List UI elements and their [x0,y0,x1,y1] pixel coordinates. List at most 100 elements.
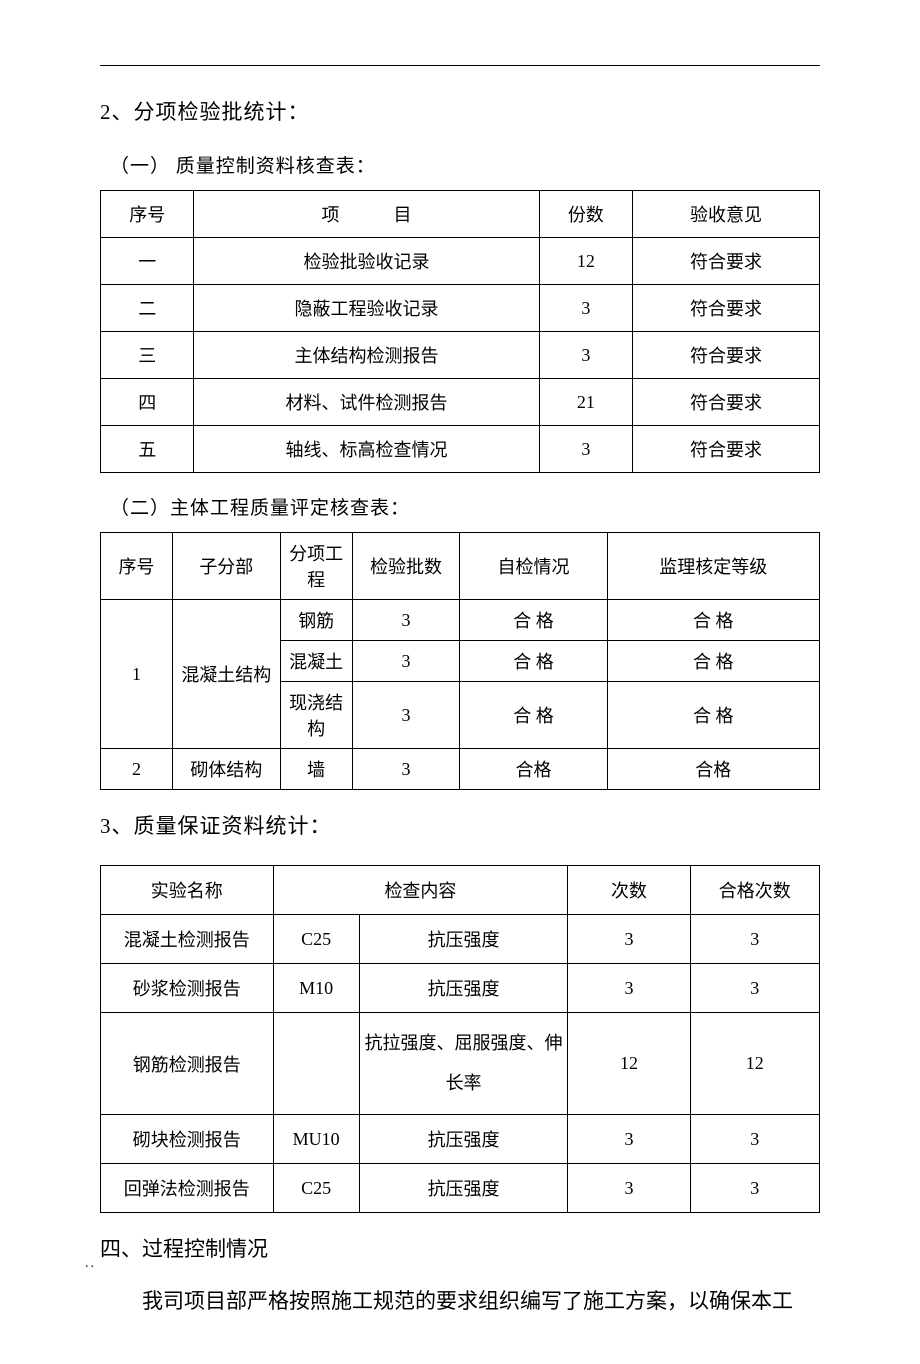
cell: 砂浆检测报告 [101,964,274,1013]
cell: 符合要求 [633,426,820,473]
cell-sub: 砌体结构 [172,749,280,790]
cell: 符合要求 [633,285,820,332]
cell: 三 [101,332,194,379]
cell: M10 [273,964,359,1013]
cell: MU10 [273,1115,359,1164]
cell: 3 [568,1164,690,1213]
table-row: 混凝土检测报告 C25 抗压强度 3 3 [101,915,820,964]
cell: 12 [690,1013,819,1115]
header-seq: 序号 [101,533,173,600]
cell: 符合要求 [633,379,820,426]
header-pass: 合格次数 [690,866,819,915]
table-row: 五 轴线、标高检查情况 3 符合要求 [101,426,820,473]
cell: 一 [101,238,194,285]
header-sub: 子分部 [172,533,280,600]
cell: 3 [352,749,460,790]
cell: 合 格 [460,682,607,749]
cell: C25 [273,915,359,964]
cell: 主体结构检测报告 [194,332,539,379]
cell: C25 [273,1164,359,1213]
table-header-row: 序号 子分部 分项工程 检验批数 自检情况 监理核定等级 [101,533,820,600]
subsection-2-heading: （二）主体工程质量评定核查表： [110,493,820,520]
table-row: 二 隐蔽工程验收记录 3 符合要求 [101,285,820,332]
table-header-row: 序号 项 目 份数 验收意见 [101,191,820,238]
cell: 二 [101,285,194,332]
cell: 3 [690,915,819,964]
table-row: 回弹法检测报告 C25 抗压强度 3 3 [101,1164,820,1213]
cell-seq: 2 [101,749,173,790]
cell: 隐蔽工程验收记录 [194,285,539,332]
body-paragraph: 我司项目部严格按照施工规范的要求组织编写了施工方案，以确保本工 [100,1278,820,1324]
cell: 合 格 [607,682,819,749]
header-count: 份数 [539,191,632,238]
cell: 3 [352,641,460,682]
cell: 3 [568,964,690,1013]
cell: 抗压强度 [359,1115,568,1164]
cell: 合 格 [460,641,607,682]
quality-assessment-table: 序号 子分部 分项工程 检验批数 自检情况 监理核定等级 1 混凝土结构 钢筋 … [100,532,820,790]
cell: 砌块检测报告 [101,1115,274,1164]
cell: 符合要求 [633,332,820,379]
table-row: 砂浆检测报告 M10 抗压强度 3 3 [101,964,820,1013]
cell: 3 [690,1115,819,1164]
cell: 四 [101,379,194,426]
header-supervisor: 监理核定等级 [607,533,819,600]
cell: 3 [352,682,460,749]
cell: 回弹法检测报告 [101,1164,274,1213]
cell: 轴线、标高检查情况 [194,426,539,473]
cell: 抗压强度 [359,915,568,964]
table-row: 砌块检测报告 MU10 抗压强度 3 3 [101,1115,820,1164]
cell: 合 格 [460,600,607,641]
table-row: 四 材料、试件检测报告 21 符合要求 [101,379,820,426]
cell: 抗压强度 [359,1164,568,1213]
cell: 3 [539,332,632,379]
cell: 合格 [460,749,607,790]
quality-assurance-table: 实验名称 检查内容 次数 合格次数 混凝土检测报告 C25 抗压强度 3 3 砂… [100,865,820,1213]
cell: 合格 [607,749,819,790]
quality-control-table: 序号 项 目 份数 验收意见 一 检验批验收记录 12 符合要求 二 隐蔽工程验… [100,190,820,473]
cell: 12 [539,238,632,285]
cell: 符合要求 [633,238,820,285]
section-4-heading: 四、过程控制情况 [100,1233,820,1263]
table-row: 钢筋检测报告 抗拉强度、屈服强度、伸长率 12 12 [101,1013,820,1115]
table-row: 三 主体结构检测报告 3 符合要求 [101,332,820,379]
cell: 检验批验收记录 [194,238,539,285]
header-name: 实验名称 [101,866,274,915]
cell: 3 [539,285,632,332]
cell: 3 [690,1164,819,1213]
cell: 3 [568,915,690,964]
cell: 钢筋 [280,600,352,641]
cell: 合 格 [607,641,819,682]
header-self: 自检情况 [460,533,607,600]
table-header-row: 实验名称 检查内容 次数 合格次数 [101,866,820,915]
cell: 3 [539,426,632,473]
cell: 3 [568,1115,690,1164]
table-row: 2 砌体结构 墙 3 合格 合格 [101,749,820,790]
cell: 墙 [280,749,352,790]
header-opinion: 验收意见 [633,191,820,238]
cell: 材料、试件检测报告 [194,379,539,426]
cell: 五 [101,426,194,473]
cell: 12 [568,1013,690,1115]
cell: 3 [352,600,460,641]
cell: 混凝土检测报告 [101,915,274,964]
subsection-1-heading: （一） 质量控制资料核查表： [110,151,820,178]
section-2-heading: 2、分项检验批统计： [100,96,820,126]
table-row: 一 检验批验收记录 12 符合要求 [101,238,820,285]
table-row: 1 混凝土结构 钢筋 3 合 格 合 格 [101,600,820,641]
header-batch: 检验批数 [352,533,460,600]
cell: 3 [690,964,819,1013]
section-3-heading: 3、质量保证资料统计： [100,810,820,840]
cell: 混凝土 [280,641,352,682]
cell: 钢筋检测报告 [101,1013,274,1115]
footer-marker: .. [85,1256,96,1272]
cell: 现浇结构 [280,682,352,749]
cell: 抗压强度 [359,964,568,1013]
cell [273,1013,359,1115]
cell-seq: 1 [101,600,173,749]
header-item: 项 目 [194,191,539,238]
cell-sub: 混凝土结构 [172,600,280,749]
header-count: 次数 [568,866,690,915]
header-item: 分项工程 [280,533,352,600]
header-content: 检查内容 [273,866,568,915]
